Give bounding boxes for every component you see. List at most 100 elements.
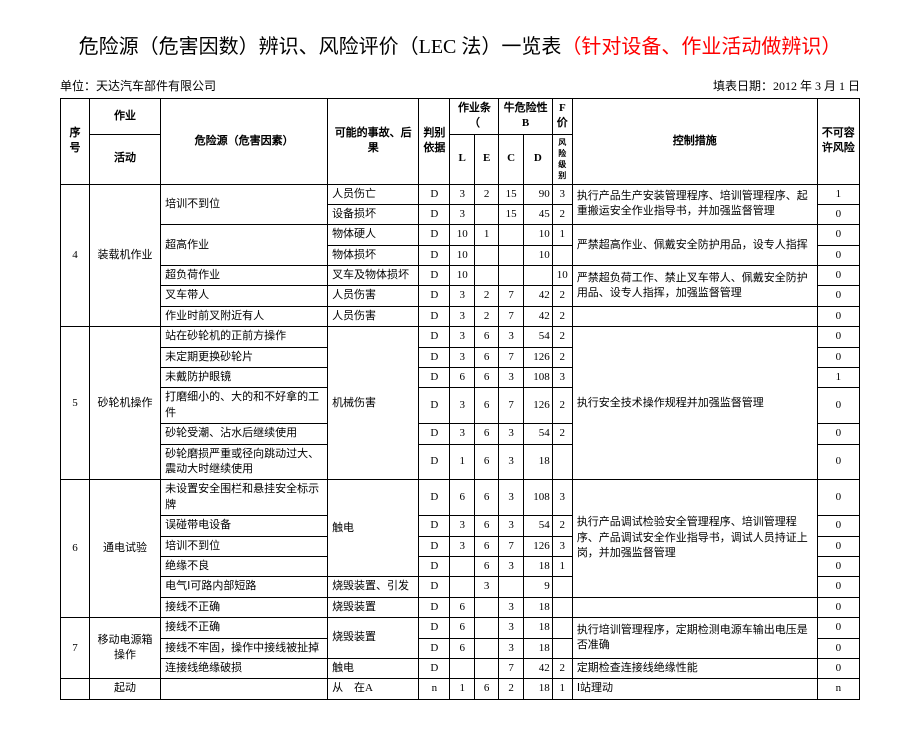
cell-control: 严禁超负荷工作、禁止叉车带人、佩戴安全防护用品、设专人指挥，加强监督管理	[572, 266, 817, 307]
cell-E: 6	[474, 444, 498, 480]
cell-basis: D	[419, 480, 450, 516]
cell-C: 3	[499, 618, 523, 638]
cell-E	[474, 204, 498, 224]
cell-Dval	[523, 266, 552, 286]
cell-basis: D	[419, 597, 450, 617]
cell-consequence: 烧毁装置	[328, 618, 419, 659]
cell-L: 6	[450, 618, 474, 638]
page-title: 危险源（危害因数）辨识、风险评价（LEC 法）一览表（针对设备、作业活动做辨识）	[60, 30, 860, 59]
cell-hazard: 站在砂轮机的正前方操作	[161, 327, 328, 347]
cell-C	[499, 225, 523, 245]
cell-Dval: 18	[523, 679, 552, 699]
cell-risk: 2	[552, 306, 572, 326]
cell-seq: 5	[61, 327, 90, 480]
cell-hazard: 电气Ⅰ可路内部短路	[161, 577, 328, 597]
cell-Dval: 126	[523, 536, 552, 556]
table-row: 4装载机作业培训不到位人员伤亡D3215903执行产品生产安装管理程序、培训管理…	[61, 184, 860, 204]
cell-unaccept: 0	[817, 556, 859, 576]
cell-E: 6	[474, 679, 498, 699]
cell-L: 10	[450, 225, 474, 245]
cell-Dval: 42	[523, 658, 552, 678]
table-row: 超负荷作业叉车及物体损坏D1010严禁超负荷工作、禁止叉车带人、佩戴安全防护用品…	[61, 266, 860, 286]
cell-risk: 1	[552, 556, 572, 576]
cell-risk: 2	[552, 204, 572, 224]
cell-risk: 2	[552, 286, 572, 306]
cell-C	[499, 577, 523, 597]
cell-basis: D	[419, 618, 450, 638]
cell-E: 6	[474, 480, 498, 516]
cell-L: 3	[450, 388, 474, 424]
cell-consequence: 叉车及物体损坏	[328, 266, 419, 286]
cell-E	[474, 638, 498, 658]
cell-C: 3	[499, 327, 523, 347]
h-basis: 判别依据	[419, 99, 450, 185]
cell-E	[474, 658, 498, 678]
cell-activity: 砂轮机操作	[89, 327, 160, 480]
cell-unaccept: 0	[817, 480, 859, 516]
cell-Dval: 18	[523, 638, 552, 658]
cell-hazard: 误碰带电设备	[161, 516, 328, 536]
cell-control: 执行培训管理程序，定期检测电源车输出电压是否准确	[572, 618, 817, 659]
table-row: 接线不正确烧毁装置D63180	[61, 597, 860, 617]
cell-C: 15	[499, 184, 523, 204]
h-E: E	[474, 134, 498, 184]
cell-basis: n	[419, 679, 450, 699]
cell-basis: D	[419, 536, 450, 556]
cell-basis: D	[419, 225, 450, 245]
cell-C: 7	[499, 388, 523, 424]
cell-L: 3	[450, 286, 474, 306]
cell-unaccept: 0	[817, 204, 859, 224]
cell-L: 6	[450, 368, 474, 388]
cell-risk	[552, 638, 572, 658]
cell-unaccept: 0	[817, 347, 859, 367]
cell-risk: 2	[552, 516, 572, 536]
cell-Dval: 42	[523, 306, 552, 326]
cell-unaccept: 0	[817, 424, 859, 444]
cell-C: 7	[499, 658, 523, 678]
cell-unaccept: 0	[817, 618, 859, 638]
cell-Dval: 18	[523, 618, 552, 638]
cell-control: 执行产品调试检验安全管理程序、培训管理程序、产品调试安全作业指导书，调试人员持证…	[572, 480, 817, 597]
table-row: 7移动电源箱操作接线不正确烧毁装置D6318执行培训管理程序，定期检测电源车输出…	[61, 618, 860, 638]
cell-basis: D	[419, 204, 450, 224]
cell-hazard: 未定期更换砂轮片	[161, 347, 328, 367]
cell-hazard: 连接线绝缘破损	[161, 658, 328, 678]
cell-seq: 4	[61, 184, 90, 327]
lec-table: 序号 作业 危险源（危害因素） 可能的事故、后果 判别依据 作业条（ 牛危险性 …	[60, 98, 860, 700]
table-row: 作业时前叉附近有人人员伤害D3274220	[61, 306, 860, 326]
cell-E: 6	[474, 556, 498, 576]
cell-unaccept: 0	[817, 658, 859, 678]
cell-hazard: 超负荷作业	[161, 266, 328, 286]
cell-unaccept: 1	[817, 368, 859, 388]
cell-risk: 3	[552, 536, 572, 556]
cell-activity: 装载机作业	[89, 184, 160, 327]
h-cond: 作业条（	[450, 99, 499, 135]
cell-risk: 1	[552, 225, 572, 245]
cell-consequence: 人员伤亡	[328, 184, 419, 204]
cell-C: 15	[499, 204, 523, 224]
cell-hazard: 超高作业	[161, 225, 328, 266]
h-F: F 价	[552, 99, 572, 135]
cell-seq: 6	[61, 480, 90, 618]
cell-Dval: 126	[523, 388, 552, 424]
cell-basis: D	[419, 327, 450, 347]
cell-Dval: 90	[523, 184, 552, 204]
cell-hazard: 培训不到位	[161, 536, 328, 556]
cell-E: 2	[474, 306, 498, 326]
cell-unaccept: 0	[817, 225, 859, 245]
cell-L: 3	[450, 184, 474, 204]
cell-L: 10	[450, 245, 474, 265]
cell-L: 1	[450, 679, 474, 699]
cell-E: 2	[474, 286, 498, 306]
cell-risk: 10	[552, 266, 572, 286]
cell-seq: 7	[61, 618, 90, 679]
cell-C: 7	[499, 347, 523, 367]
cell-risk: 3	[552, 368, 572, 388]
cell-unaccept: 0	[817, 597, 859, 617]
cell-L: 3	[450, 204, 474, 224]
cell-risk	[552, 245, 572, 265]
cell-L: 3	[450, 327, 474, 347]
cell-risk: 2	[552, 388, 572, 424]
table-row: 5砂轮机操作站在砂轮机的正前方操作机械伤害D363542执行安全技术操作规程并加…	[61, 327, 860, 347]
unit: 单位：天达汽车部件有限公司	[60, 77, 216, 94]
